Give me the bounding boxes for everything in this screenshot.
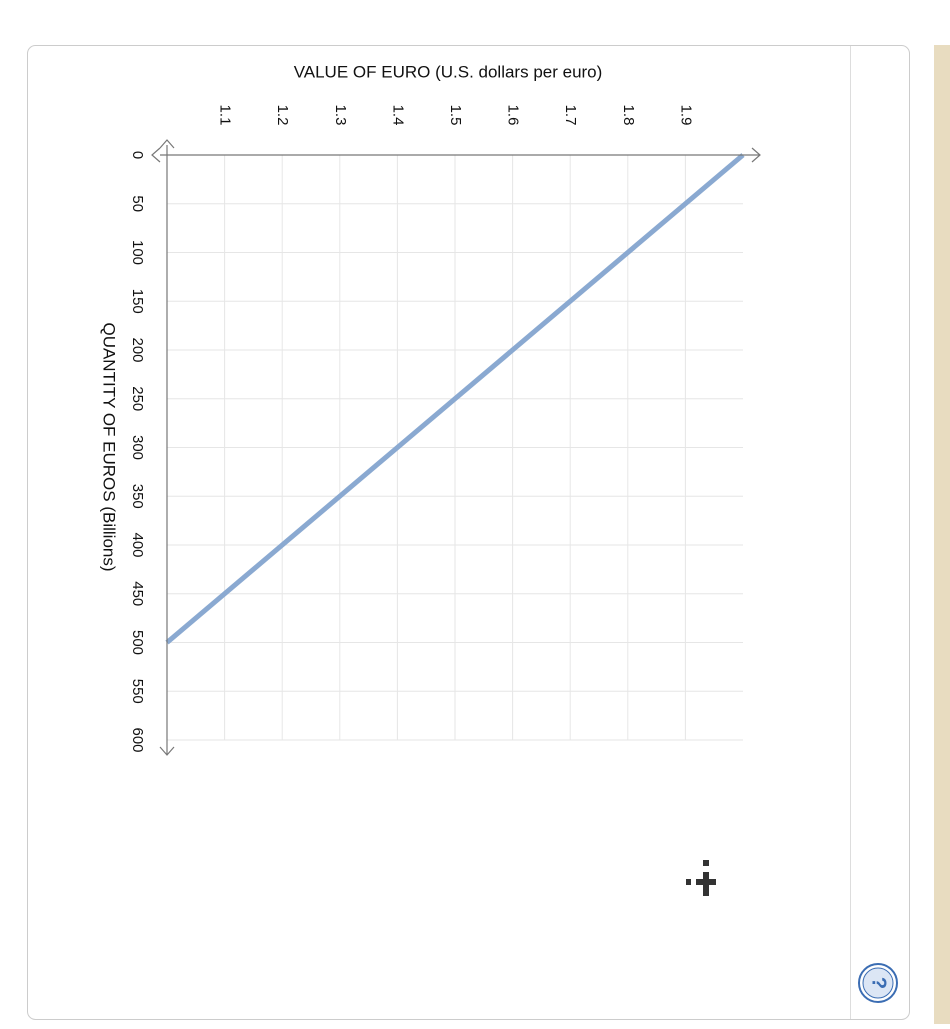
x-tick-label: 0 [129, 151, 146, 159]
axis-arrow [159, 139, 175, 149]
x-tick-label: 500 [129, 630, 146, 655]
axis-arrow [751, 147, 761, 163]
y-tick-label: 1.5 [447, 105, 464, 126]
x-tick-label: 600 [129, 727, 146, 752]
x-tick-label: 450 [129, 581, 146, 606]
move-icon-h[interactable] [696, 879, 716, 885]
x-tick-label: 250 [129, 386, 146, 411]
help-button[interactable]: ? [858, 963, 898, 1003]
y-tick-label: 1.6 [505, 105, 522, 126]
move-icon-dot[interactable] [686, 879, 691, 885]
y-tick-label: 1.2 [274, 105, 291, 126]
x-tick-label: 550 [129, 679, 146, 704]
x-tick-label: 400 [129, 532, 146, 557]
x-tick-label: 350 [129, 484, 146, 509]
axis-arrow [159, 746, 175, 756]
help-inner[interactable] [862, 967, 894, 999]
side-strip [934, 45, 950, 1024]
panel [27, 45, 910, 1020]
axes [151, 139, 761, 756]
help-icon[interactable]: ? [868, 977, 890, 989]
move-icon[interactable] [686, 860, 716, 896]
x-tick-label: 100 [129, 240, 146, 265]
y-tick-label: 1.3 [332, 105, 349, 126]
axis-arrow [151, 147, 161, 163]
x-tick-label: 150 [129, 289, 146, 314]
y-tick-label: 1.4 [389, 105, 406, 126]
y-tick-label: 1.7 [562, 105, 579, 126]
chart-title: VALUE OF EURO (U.S. dollars per euro) [294, 62, 603, 81]
y-tick-label: 1.8 [620, 105, 637, 126]
demand-line [165, 153, 745, 645]
plot: 1.1 1.2 1.3 1.4 1.5 1.6 1.7 1.8 1.9 0 50 100 150 200 2… [129, 105, 745, 753]
y-tick-label: 1.9 [677, 105, 694, 126]
x-tick-label: 50 [129, 195, 146, 212]
x-axis-label: QUANTITY OF EUROS (Billions) [100, 322, 119, 571]
x-tick-label: 300 [129, 435, 146, 460]
x-tick-label: 200 [129, 337, 146, 362]
y-tick-label: 1.1 [217, 105, 234, 126]
move-icon-dot[interactable] [703, 860, 709, 866]
